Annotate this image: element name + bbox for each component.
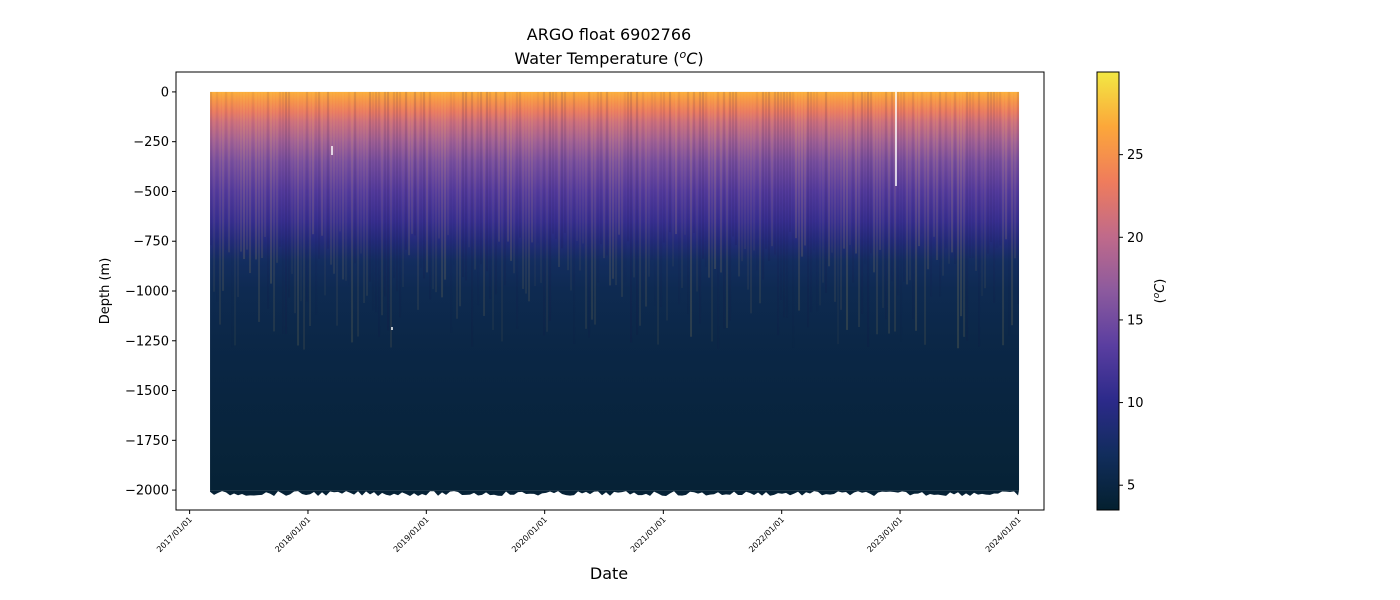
heatmap-bottom-edge <box>210 490 1020 497</box>
colorbar-tick-label: 25 <box>1127 148 1144 163</box>
heatmap-texture <box>210 91 1020 350</box>
y-tick-label: −750 <box>133 235 169 250</box>
y-tick-label: −2000 <box>125 484 169 499</box>
colorbar-label-suffix: ) <box>1153 279 1168 284</box>
colorbar-label-prefix: ( <box>1153 298 1168 303</box>
colorbar-tick-label: 5 <box>1127 479 1135 494</box>
y-tick-label: −1500 <box>125 384 169 399</box>
colorbar-ticks: 5 10 15 20 25 <box>1119 148 1144 494</box>
colorbar-tick-label: 15 <box>1127 313 1144 328</box>
x-tick-label: 2018/01/01 <box>273 515 312 554</box>
chart-title: ARGO float 6902766 <box>527 25 691 44</box>
x-axis: 2017/01/01 2018/01/01 2019/01/01 2020/01/01… <box>155 510 1023 554</box>
x-tick-label: 2022/01/01 <box>747 515 786 554</box>
x-tick-label: 2024/01/01 <box>984 515 1023 554</box>
subtitle-unit-letter: C <box>686 49 698 68</box>
subtitle-prefix: Water Temperature ( <box>514 49 679 68</box>
y-axis: 0 −250 −500 −750 −1000 −1250 −1500 −1750 −2000 <box>125 85 176 499</box>
y-tick-label: −500 <box>133 185 169 200</box>
colorbar-label: (oC) <box>1152 279 1168 304</box>
y-tick-label: −250 <box>133 135 169 150</box>
chart-subtitle: Water Temperature (oC) <box>514 48 703 68</box>
y-tick-label: −1000 <box>125 285 169 300</box>
colorbar-label-letter: C <box>1153 283 1168 293</box>
y-tick-label: 0 <box>161 85 169 100</box>
subtitle-unit-super: o <box>679 48 686 61</box>
x-axis-label: Date <box>590 564 628 583</box>
colorbar-label-super: o <box>1152 292 1162 298</box>
temperature-heatmap <box>210 91 1020 491</box>
y-tick-label: −1750 <box>125 434 169 449</box>
colorbar-scale <box>1097 72 1119 510</box>
x-tick-label: 2020/01/01 <box>510 515 549 554</box>
x-tick-label: 2023/01/01 <box>865 515 904 554</box>
plot-area <box>175 71 1045 511</box>
x-tick-label: 2021/01/01 <box>629 515 668 554</box>
colorbar-frame <box>1096 71 1120 511</box>
colorbar-tick-label: 20 <box>1127 231 1144 246</box>
subtitle-suffix: ) <box>697 49 703 68</box>
colorbar: 5 10 15 20 25 <box>1096 71 1144 511</box>
x-tick-label: 2019/01/01 <box>392 515 431 554</box>
y-axis-label: Depth (m) <box>98 258 113 325</box>
colorbar-tick-label: 10 <box>1127 396 1144 411</box>
x-tick-label: 2017/01/01 <box>155 515 194 554</box>
y-tick-label: −1250 <box>125 334 169 349</box>
